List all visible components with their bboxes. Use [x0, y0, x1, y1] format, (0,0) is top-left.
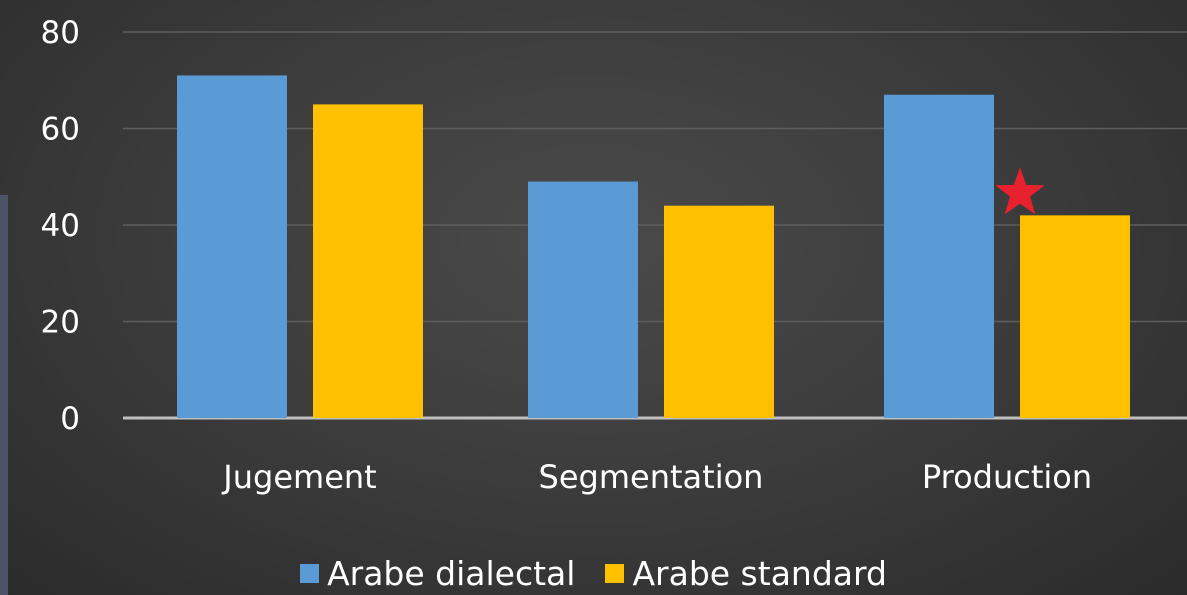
- legend-item-arabe-dialectal: Arabe dialectal: [300, 554, 575, 593]
- gridlines: [123, 31, 1187, 420]
- bar-arabe-dialectal-segmentation: [528, 181, 638, 418]
- bars: [177, 75, 1130, 419]
- y-tick-label: 20: [41, 305, 80, 341]
- legend-swatch-arabe-standard: [605, 564, 625, 583]
- bar-arabe-dialectal-jugement: [177, 75, 287, 419]
- star-icon: [995, 167, 1045, 215]
- chart-legend: Arabe dialectal Arabe standard: [0, 552, 1187, 595]
- bar-arabe-standard-production: [1020, 215, 1130, 418]
- legend-item-arabe-standard: Arabe standard: [605, 554, 887, 593]
- annotations: [995, 167, 1045, 215]
- bar-arabe-standard-segmentation: [664, 205, 774, 418]
- left-edge-strip: [0, 195, 8, 595]
- legend-label-arabe-standard: Arabe standard: [632, 554, 887, 593]
- bar-arabe-standard-jugement: [313, 104, 423, 418]
- y-tick-label: 40: [41, 208, 80, 244]
- x-tick-label: Production: [922, 458, 1092, 496]
- y-axis-ticks: 0 20 40 60 80: [41, 15, 80, 437]
- x-tick-label: Segmentation: [539, 458, 764, 496]
- legend-label-arabe-dialectal: Arabe dialectal: [327, 554, 576, 593]
- x-tick-label: Jugement: [221, 458, 376, 496]
- x-axis-ticks: Jugement Segmentation Production: [221, 458, 1092, 496]
- bar-arabe-dialectal-production: [884, 94, 994, 418]
- y-tick-label: 0: [60, 401, 80, 437]
- y-tick-label: 60: [41, 112, 80, 148]
- y-tick-label: 80: [41, 15, 80, 51]
- bar-chart: 0 20 40 60 80 Jugement Segmentation Production: [41, 15, 1187, 496]
- legend-swatch-arabe-dialectal: [300, 564, 320, 583]
